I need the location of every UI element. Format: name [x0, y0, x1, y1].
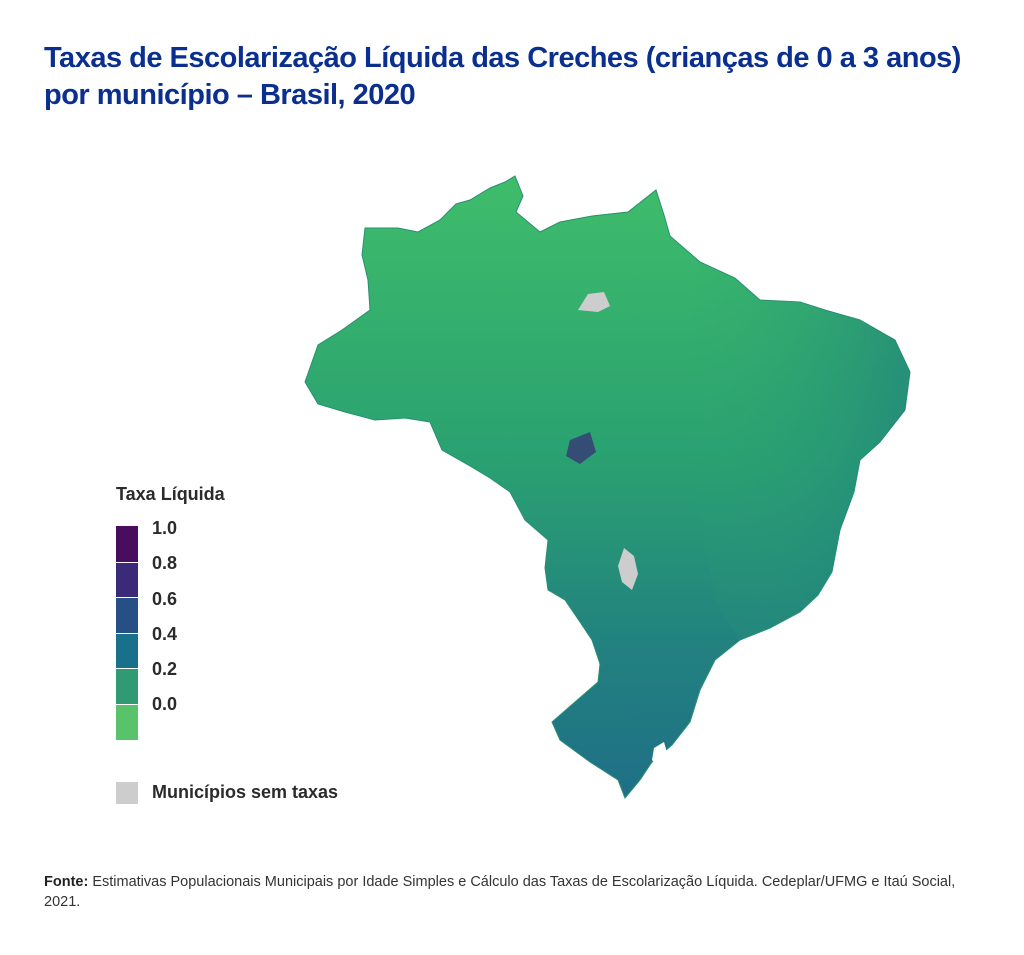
- legend-tick-0-4: 0.4: [152, 624, 178, 644]
- map-title-line-2: por município – Brasil, 2020: [44, 79, 416, 111]
- color-scale-bar: [116, 526, 138, 740]
- legend-tick-0-6: 0.6: [152, 589, 178, 609]
- legend-tick-1-0: 1.0: [152, 518, 178, 538]
- scale-swatch-1: [116, 526, 138, 562]
- municipios-sem-taxas-area-2: [618, 548, 638, 590]
- source-note: Fonte: Estimativas Populacionais Municip…: [44, 872, 974, 912]
- legend-title: Taxa Líquida: [116, 484, 225, 504]
- scale-swatch-3: [116, 597, 138, 633]
- lagoa-dos-patos: [652, 742, 668, 768]
- map-title-line-1: Taxas de Escolarização Líquida das Crech…: [44, 42, 961, 74]
- legend-tick-0-2: 0.2: [152, 659, 178, 679]
- northeast-shading: [680, 262, 910, 640]
- missing-data-label: Municípios sem taxas: [152, 782, 339, 802]
- scale-swatch-5: [116, 668, 138, 704]
- legend-tick-0-8: 0.8: [152, 553, 178, 573]
- source-text: Estimativas Populacionais Municipais por…: [44, 874, 956, 910]
- missing-data-swatch: [116, 782, 138, 804]
- scale-swatch-6: [116, 703, 138, 740]
- scale-swatch-2: [116, 561, 138, 598]
- legend-tick-0-0: 0.0: [152, 694, 178, 714]
- brazil-choropleth-map: [304, 175, 911, 799]
- high-rate-patch: [566, 432, 596, 464]
- scale-swatch-4: [116, 632, 138, 669]
- municipios-sem-taxas-area-1: [578, 292, 610, 312]
- source-label: Fonte:: [44, 874, 89, 890]
- map-title: Taxas de Escolarização Líquida das Crech…: [44, 40, 994, 114]
